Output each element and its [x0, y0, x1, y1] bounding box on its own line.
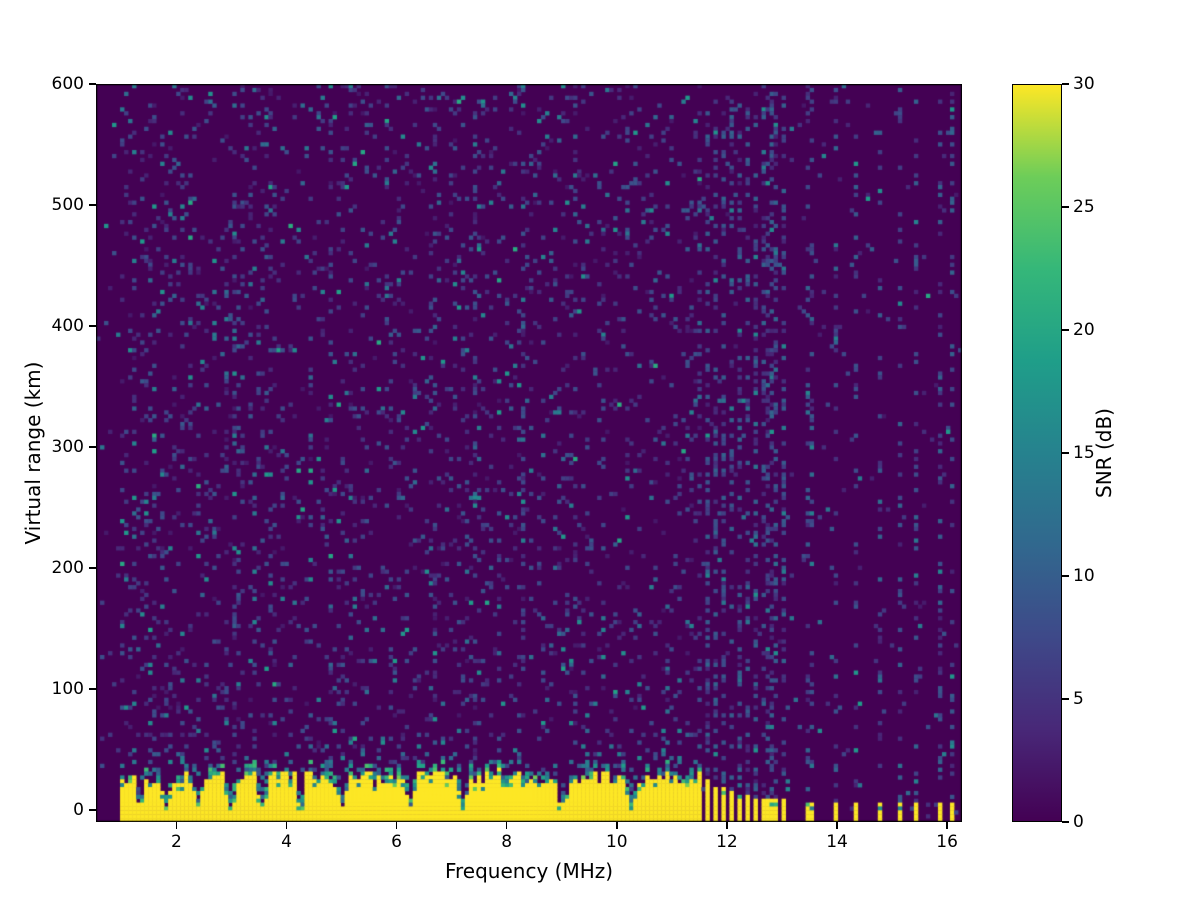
x-tick-label: 16 — [936, 832, 958, 852]
x-tick-mark — [395, 822, 398, 829]
y-tick-label: 0 — [73, 799, 84, 820]
x-tick-mark — [285, 822, 288, 829]
colorbar-tick-mark — [1062, 83, 1069, 85]
x-tick-label: 4 — [281, 832, 292, 852]
y-tick-mark — [89, 809, 96, 811]
colorbar-tick-label: 30 — [1073, 74, 1095, 94]
y-tick-mark — [89, 688, 96, 690]
colorbar-tick-label: 25 — [1073, 197, 1095, 217]
y-tick-label: 400 — [51, 315, 84, 336]
colorbar-tick-mark — [1062, 452, 1069, 454]
y-tick-label: 100 — [51, 678, 84, 699]
x-tick-mark — [946, 822, 948, 829]
colorbar-tick-label: 15 — [1073, 443, 1095, 463]
colorbar-tick-label: 5 — [1073, 689, 1084, 709]
x-tick-mark — [726, 822, 728, 829]
x-tick-label: 12 — [716, 832, 738, 852]
x-tick-label: 10 — [605, 832, 628, 852]
x-axis-label: Frequency (MHz) — [444, 859, 614, 883]
x-tick-label: 2 — [170, 832, 182, 852]
colorbar — [1012, 84, 1062, 822]
colorbar-tick-mark — [1062, 698, 1069, 700]
y-tick-label: 200 — [51, 557, 84, 578]
colorbar-tick-mark — [1062, 575, 1069, 577]
y-tick-mark — [89, 446, 96, 448]
y-tick-mark — [89, 204, 96, 206]
colorbar-tick-label: 20 — [1073, 320, 1095, 340]
x-tick-mark — [616, 822, 618, 829]
colorbar-tick-mark — [1062, 821, 1069, 823]
x-tick-label: 14 — [826, 832, 848, 852]
y-tick-mark — [89, 567, 96, 569]
x-tick-mark — [175, 822, 178, 829]
colorbar-tick-mark — [1062, 329, 1069, 331]
y-tick-label: 300 — [51, 436, 84, 457]
y-axis-label: Virtual range (km) — [21, 361, 45, 545]
y-tick-mark — [89, 83, 96, 85]
x-tick-label: 8 — [501, 832, 513, 852]
x-tick-label: 6 — [391, 832, 403, 852]
colorbar-tick-mark — [1062, 206, 1069, 208]
x-tick-mark — [836, 822, 838, 829]
y-tick-label: 500 — [51, 194, 84, 215]
x-tick-mark — [505, 822, 508, 829]
y-tick-label: 600 — [51, 74, 84, 94]
colorbar-tick-label: 0 — [1073, 812, 1084, 832]
y-tick-mark — [89, 325, 96, 327]
colorbar-label: SNR (dB) — [1092, 408, 1116, 498]
colorbar-tick-label: 10 — [1073, 566, 1095, 586]
ionogram-heatmap — [96, 84, 962, 822]
